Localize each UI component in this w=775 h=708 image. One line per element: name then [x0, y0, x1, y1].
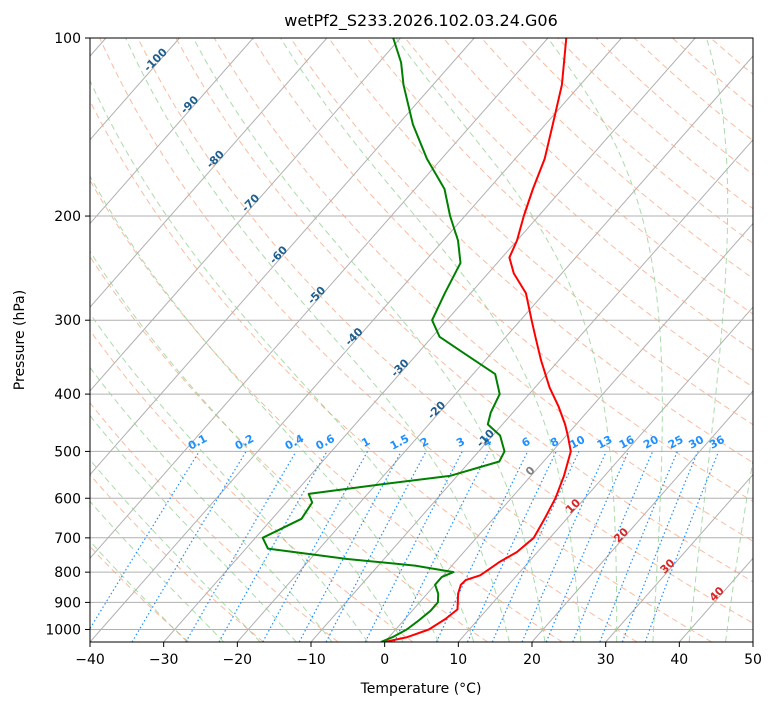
mixing-ratio-line: [599, 451, 678, 642]
mixing-ratio-line: [644, 451, 720, 642]
dry-adiabat-line: [99, 38, 712, 642]
y-tick-label: 600: [54, 491, 81, 507]
moist-adiabat-line: [90, 459, 261, 642]
mixing-ratio-line: [521, 451, 607, 642]
dry-adiabat-line: [175, 38, 753, 583]
isotherm-line: [90, 38, 475, 476]
mixing-ratio-label: 10: [568, 433, 588, 452]
mixing-ratio-label: 16: [617, 433, 637, 452]
isotherm-line: [531, 390, 753, 642]
moist-adiabat-line: [688, 38, 729, 642]
x-tick-label: 40: [670, 652, 688, 668]
isotherm-line: [384, 222, 753, 642]
temperature-profile-line: [384, 38, 572, 642]
y-tick-label: 900: [54, 595, 81, 611]
isotherm-line: [236, 55, 753, 642]
moist-adiabat-line: [725, 457, 753, 642]
isotherm-line: [90, 38, 254, 225]
mixing-ratio-line: [364, 451, 463, 642]
dry-adiabat-line: [90, 255, 488, 642]
x-tick-label: −40: [75, 652, 105, 668]
mixing-ratio-line: [262, 451, 369, 642]
mixing-ratio-label: 25: [666, 433, 686, 452]
isotherm-line: [457, 306, 753, 642]
y-tick-label: 200: [54, 209, 81, 225]
x-axis-label: Temperature (°C): [360, 681, 482, 697]
isotherm-line: [90, 38, 622, 642]
isotherm-line: [90, 38, 401, 392]
isotherm-line: [90, 38, 328, 308]
moist-adiabat-line: [90, 312, 369, 642]
y-tick-label: 700: [54, 531, 81, 547]
dry-adiabat-line: [251, 38, 753, 503]
mixing-ratio-line: [393, 451, 490, 642]
y-tick-label: 400: [54, 387, 81, 403]
dry-adiabat-line: [90, 473, 264, 642]
mixing-ratio-label: 30: [686, 433, 706, 452]
isotherm-line: [90, 38, 180, 141]
dry-adiabat-line: [90, 329, 414, 642]
y-tick-label: 1000: [45, 623, 81, 639]
x-tick-label: 50: [744, 652, 762, 668]
y-tick-label: 500: [54, 444, 81, 460]
x-tick-label: 10: [449, 652, 467, 668]
moist-adiabat-line: [547, 38, 663, 642]
y-axis-ticks: 100 200 300 400 500 600 700 800 900 1000: [45, 31, 90, 639]
mixing-ratio-line: [621, 451, 699, 642]
isotherm-line: [310, 138, 753, 642]
isotherm-line: [90, 38, 549, 560]
y-tick-label: 100: [54, 31, 81, 47]
dry-adiabat-line: [90, 402, 339, 642]
x-tick-label: −10: [296, 652, 326, 668]
mixing-ratio-line: [491, 451, 580, 642]
mixing-ratio-line: [545, 451, 629, 642]
x-tick-label: 20: [523, 652, 541, 668]
dry-adiabat-line: [290, 38, 753, 464]
dry-adiabat-line: [213, 38, 753, 542]
mixing-ratio-line: [572, 451, 654, 642]
mixing-ratio-label: 20: [641, 433, 661, 452]
mixing-ratio-line: [90, 451, 200, 630]
y-axis-label: Pressure (hPa): [12, 290, 28, 390]
y-tick-label: 300: [54, 313, 81, 329]
chart-title: wetPf2_S233.2026.102.03.24.G06: [284, 11, 558, 31]
dry-adiabat-line: [90, 99, 638, 642]
y-tick-label: 800: [54, 565, 81, 581]
x-tick-label: 30: [597, 652, 615, 668]
plot-frame: [89, 37, 754, 643]
mixing-ratio-line: [218, 451, 328, 642]
background-lines: [90, 38, 753, 642]
dry-adiabat-line: [366, 38, 753, 388]
mixing-ratio-line: [298, 451, 402, 642]
mixing-ratio-label: 13: [595, 433, 615, 452]
x-axis-ticks: −40 −30 −20 −10 0 10 20 30 40 50: [75, 642, 762, 668]
moist-adiabat-line: [125, 38, 510, 642]
x-tick-label: 0: [380, 652, 389, 668]
x-tick-label: −30: [149, 652, 179, 668]
moist-adiabat-line: [90, 366, 333, 642]
moist-adiabat-line: [90, 414, 297, 642]
moist-adiabat-line: [192, 38, 546, 642]
dry-adiabat-line: [328, 38, 753, 426]
isotherm-line: [605, 473, 753, 642]
sounding-series: [261, 38, 572, 642]
dry-adiabat-line: [137, 38, 753, 624]
dry-adiabat-line: [90, 545, 190, 642]
mixing-ratio-label: 36: [707, 433, 727, 452]
x-tick-label: −20: [223, 652, 253, 668]
dewpoint-profile-line: [261, 38, 506, 642]
moist-adiabat-line: [280, 38, 582, 642]
isotherm-line: [163, 38, 696, 642]
moist-adiabat-line: [90, 250, 404, 642]
